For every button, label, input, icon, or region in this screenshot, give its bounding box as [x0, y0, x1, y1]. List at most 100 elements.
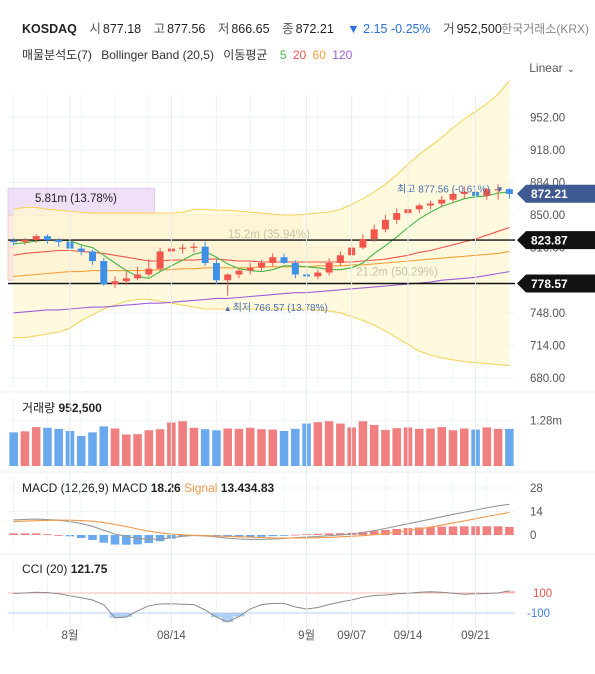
candle-body[interactable] — [235, 270, 243, 275]
candle-body[interactable] — [336, 255, 344, 263]
macd-histogram-bar[interactable] — [155, 535, 165, 542]
candle-body[interactable] — [246, 267, 254, 271]
candle-body[interactable] — [314, 272, 322, 277]
macd-histogram-bar[interactable] — [99, 535, 109, 543]
macd-histogram-bar[interactable] — [257, 535, 266, 537]
candle-body[interactable] — [100, 261, 108, 285]
volume-bar[interactable] — [178, 421, 187, 466]
volume-bar[interactable] — [369, 424, 379, 466]
candle-body[interactable] — [77, 248, 85, 252]
candle-body[interactable] — [438, 199, 446, 204]
bollinger-band-toggle[interactable]: Bollinger Band (20,5) — [101, 48, 214, 62]
candle-body[interactable] — [224, 274, 232, 281]
macd-histogram-bar[interactable] — [268, 535, 278, 537]
volume-bar[interactable] — [20, 431, 30, 466]
volume-bar[interactable] — [99, 426, 109, 466]
candle-body[interactable] — [449, 193, 457, 200]
volume-bar[interactable] — [133, 434, 142, 466]
volume-bar[interactable] — [245, 427, 255, 466]
macd-histogram-bar[interactable] — [279, 535, 289, 536]
volume-bar[interactable] — [110, 428, 120, 466]
macd-histogram-bar[interactable] — [43, 534, 52, 535]
candle-body[interactable] — [427, 203, 434, 206]
volume-bar[interactable] — [9, 432, 18, 466]
macd-histogram-bar[interactable] — [122, 535, 131, 545]
macd-histogram-bar[interactable] — [426, 527, 435, 535]
candle-body[interactable] — [325, 262, 333, 273]
volume-bar[interactable] — [358, 421, 368, 466]
candle-body[interactable] — [134, 274, 142, 279]
macd-histogram-bar[interactable] — [324, 533, 334, 535]
moving-average-toggle[interactable]: 이동평균 5 20 60 120 — [223, 48, 352, 62]
candle-body[interactable] — [381, 219, 389, 230]
volume-bar[interactable] — [212, 430, 221, 466]
candle-body[interactable] — [89, 251, 96, 262]
volume-bar[interactable] — [437, 427, 447, 466]
candle-body[interactable] — [21, 239, 29, 242]
macd-panel[interactable]: 28 14 0 MACD (12,26,9) MACD 18.26 Signal 13… — [0, 471, 595, 546]
volume-bar[interactable] — [313, 422, 323, 466]
candle-body[interactable] — [156, 251, 164, 269]
candle-body[interactable] — [370, 229, 378, 239]
volume-bar[interactable] — [482, 427, 492, 466]
candle-body[interactable] — [359, 239, 367, 248]
volume-bar[interactable] — [234, 428, 244, 466]
candle-body[interactable] — [55, 239, 63, 242]
macd-histogram-bar[interactable] — [291, 534, 300, 536]
volume-bar[interactable] — [223, 428, 232, 466]
price-panel[interactable]: 952.00918.00884.00850.00816.00782.00748.… — [7, 80, 595, 388]
macd-histogram-bar[interactable] — [482, 526, 492, 535]
macd-histogram-bar[interactable] — [31, 533, 41, 535]
volume-bar[interactable] — [31, 427, 41, 466]
volume-panel[interactable]: 1.28m 거래량 952,500 — [0, 391, 595, 466]
candle-body[interactable] — [505, 189, 513, 194]
candle-body[interactable] — [258, 262, 265, 268]
macd-histogram-bar[interactable] — [358, 531, 368, 535]
candle-body[interactable] — [10, 240, 18, 243]
volume-bar[interactable] — [54, 428, 63, 466]
volume-bar[interactable] — [257, 429, 266, 466]
volume-bar[interactable] — [448, 430, 458, 466]
candle-body[interactable] — [280, 257, 288, 263]
macd-histogram-bar[interactable] — [448, 526, 458, 535]
candle-body[interactable] — [190, 246, 198, 248]
volume-bar[interactable] — [155, 429, 165, 466]
macd-histogram-bar[interactable] — [381, 529, 390, 535]
volume-bar[interactable] — [460, 428, 469, 466]
volume-bar[interactable] — [426, 428, 435, 466]
macd-histogram-bar[interactable] — [336, 533, 345, 535]
volume-bar[interactable] — [279, 430, 289, 466]
candle-body[interactable] — [145, 268, 153, 275]
macd-histogram-bar[interactable] — [437, 526, 447, 535]
macd-histogram-bar[interactable] — [245, 535, 255, 538]
candle-body[interactable] — [269, 257, 277, 263]
volume-bar[interactable] — [189, 427, 199, 466]
volume-bar[interactable] — [88, 432, 97, 466]
volume-bar[interactable] — [493, 428, 503, 466]
volume-bar[interactable] — [291, 428, 300, 466]
volume-profile-toggle[interactable]: 매물분석도(7) — [22, 48, 92, 62]
candle-body[interactable] — [111, 281, 119, 285]
macd-histogram-bar[interactable] — [414, 527, 424, 535]
macd-histogram-bar[interactable] — [313, 533, 323, 535]
candle-body[interactable] — [291, 262, 299, 275]
candle-body[interactable] — [43, 236, 51, 240]
candle-body[interactable] — [483, 189, 491, 196]
macd-histogram-bar[interactable] — [493, 526, 503, 535]
macd-histogram-bar[interactable] — [54, 535, 63, 536]
candle-body[interactable] — [32, 236, 40, 240]
volume-bar[interactable] — [414, 428, 424, 466]
cci-panel[interactable]: 100 -100 CCI (20) 121.75 — [0, 553, 595, 628]
macd-histogram-bar[interactable] — [20, 533, 30, 535]
macd-histogram-bar[interactable] — [369, 530, 379, 535]
macd-histogram-bar[interactable] — [110, 535, 120, 545]
candle-body[interactable] — [201, 246, 209, 263]
macd-histogram-bar[interactable] — [505, 526, 514, 535]
volume-bar[interactable] — [392, 428, 401, 466]
candle-body[interactable] — [212, 262, 220, 281]
candle-body[interactable] — [494, 189, 502, 191]
volume-bar[interactable] — [122, 434, 131, 466]
scale-mode-select[interactable]: Linear ⌄ — [529, 61, 575, 75]
macd-histogram-bar[interactable] — [133, 535, 142, 545]
